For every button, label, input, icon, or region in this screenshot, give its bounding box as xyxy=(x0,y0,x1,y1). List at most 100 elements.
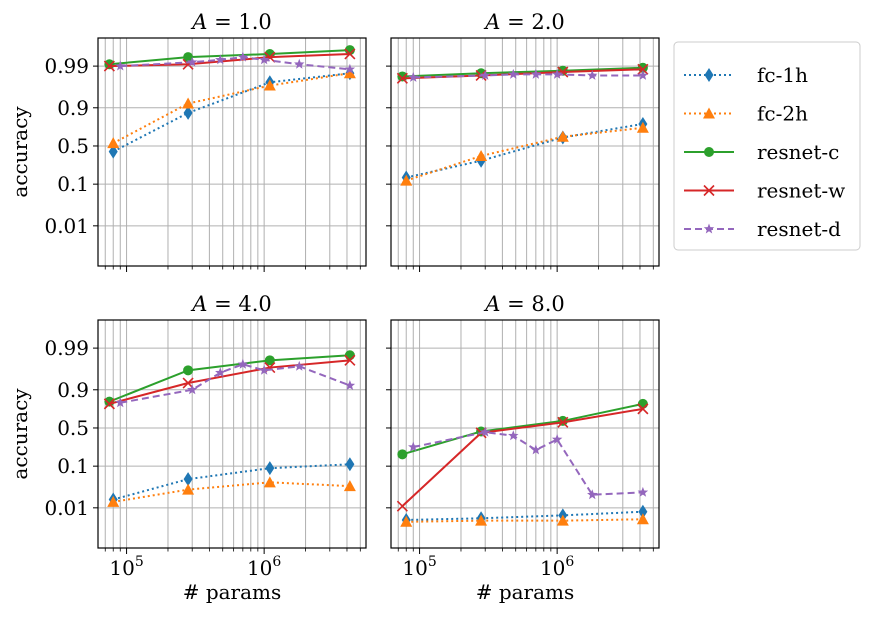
data-point-resd xyxy=(408,71,419,82)
data-point-resd xyxy=(237,51,249,62)
x-tick-label-exp: 6 xyxy=(272,554,281,570)
data-point-resw xyxy=(637,403,649,415)
x-tick-label: 105 xyxy=(109,554,143,580)
y-tick-label: 0.01 xyxy=(44,214,89,238)
legend-marker-fc1h xyxy=(704,68,714,82)
legend-label-fc2h: fc-2h xyxy=(757,102,808,126)
panel-2: A = 2.0 xyxy=(386,10,660,272)
legend-label-fc1h: fc-1h xyxy=(757,63,808,87)
series-line-fc2h xyxy=(406,518,643,523)
data-point-resd xyxy=(530,444,542,455)
x-tick-label-exp: 5 xyxy=(135,554,144,570)
series-line-resc xyxy=(109,49,350,66)
data-point-resw xyxy=(103,398,115,410)
y-tick-label: 0.01 xyxy=(44,496,89,520)
x-tick-label-base: 10 xyxy=(540,556,565,580)
series-line-fc2h xyxy=(113,481,350,503)
data-point-resd xyxy=(186,384,198,395)
series-line-resw xyxy=(401,407,644,507)
data-point-fc2h xyxy=(182,97,195,109)
x-tick-label-exp: 5 xyxy=(428,554,437,570)
panel-title-value: = 8.0 xyxy=(500,292,564,316)
data-point-fc2h xyxy=(107,495,120,507)
series-layer xyxy=(396,398,649,527)
data-point-resd xyxy=(294,360,305,371)
data-point-resd xyxy=(530,68,542,79)
panel-title: A = 2.0 xyxy=(483,10,565,34)
data-point-fc2h xyxy=(636,513,649,525)
x-axis-label: # params xyxy=(476,580,575,604)
series-line-fc2h xyxy=(112,72,351,145)
y-tick-label: 0.1 xyxy=(57,454,89,478)
x-tick-label-base: 10 xyxy=(402,556,427,580)
data-point-resd xyxy=(408,441,419,452)
data-point-resd xyxy=(258,54,270,65)
data-point-resw xyxy=(344,354,356,366)
y-axis-label: accuracy xyxy=(8,106,32,198)
y-tick-label: 0.9 xyxy=(57,96,89,120)
data-point-resc xyxy=(397,449,408,460)
legend-marker-resd xyxy=(703,223,715,234)
x-tick-label: 106 xyxy=(540,554,574,580)
data-point-resd xyxy=(637,69,649,80)
data-point-fc1h xyxy=(265,461,275,476)
data-point-fc1h xyxy=(183,105,193,120)
axes-frame xyxy=(390,37,660,267)
data-point-resd xyxy=(115,397,126,408)
data-point-resd xyxy=(186,56,198,67)
data-point-resc xyxy=(183,365,194,376)
data-point-fc2h xyxy=(343,67,356,79)
data-point-resd xyxy=(551,68,563,79)
legend-label-resd: resnet-d xyxy=(757,217,841,241)
data-point-resd xyxy=(294,58,305,69)
data-point-resc xyxy=(104,396,115,407)
x-tick-label-base: 10 xyxy=(247,556,272,580)
series-layer xyxy=(103,45,356,159)
data-point-resd xyxy=(508,68,519,79)
y-tick-label: 0.9 xyxy=(57,378,89,402)
data-point-resc xyxy=(344,350,355,361)
data-point-resd xyxy=(215,367,226,378)
x-tick-label: 105 xyxy=(402,554,436,580)
series-layer xyxy=(103,350,356,507)
data-point-resd xyxy=(479,426,491,437)
y-tick-label: 0.5 xyxy=(57,416,89,440)
data-point-resd xyxy=(508,430,519,441)
data-point-fc1h xyxy=(183,472,193,487)
data-point-resw xyxy=(182,377,194,389)
data-point-resw xyxy=(637,63,649,75)
data-point-fc2h xyxy=(107,137,120,149)
data-point-resd xyxy=(587,69,598,80)
legend-marker-resc xyxy=(704,147,714,157)
data-point-fc2h xyxy=(475,149,488,161)
data-point-fc2h xyxy=(263,476,276,488)
grid xyxy=(98,320,366,548)
legend-marker-fc2h xyxy=(703,107,715,119)
data-point-resc xyxy=(104,59,115,70)
panel-title: A = 4.0 xyxy=(190,292,272,316)
panel-title: A = 1.0 xyxy=(190,10,272,34)
panel-title-value: = 4.0 xyxy=(207,292,271,316)
data-point-fc2h xyxy=(263,79,276,91)
panel-title-variable: A xyxy=(483,292,500,316)
data-point-fc2h xyxy=(556,514,569,526)
legend: fc-1h fc-2h resnet-c resnet-w resnet-d xyxy=(673,41,861,251)
y-axis-label: accuracy xyxy=(8,388,32,480)
panel-title-value: = 1.0 xyxy=(207,10,271,34)
series-line-resd xyxy=(120,56,350,71)
data-point-resc xyxy=(183,52,194,63)
panel-title-value: = 2.0 xyxy=(500,10,564,34)
data-point-resd xyxy=(479,69,491,80)
data-point-resw xyxy=(396,500,408,512)
series-line-fc2h xyxy=(405,126,644,182)
series-line-resw xyxy=(109,359,350,405)
data-point-fc1h xyxy=(345,457,355,472)
y-tick-label: 0.99 xyxy=(44,336,89,360)
series-line-fc1h xyxy=(406,122,644,179)
data-point-fc1h xyxy=(638,504,648,519)
y-tick-label: 0.1 xyxy=(57,172,89,196)
data-point-resd xyxy=(115,60,126,71)
data-point-fc2h xyxy=(343,480,356,492)
